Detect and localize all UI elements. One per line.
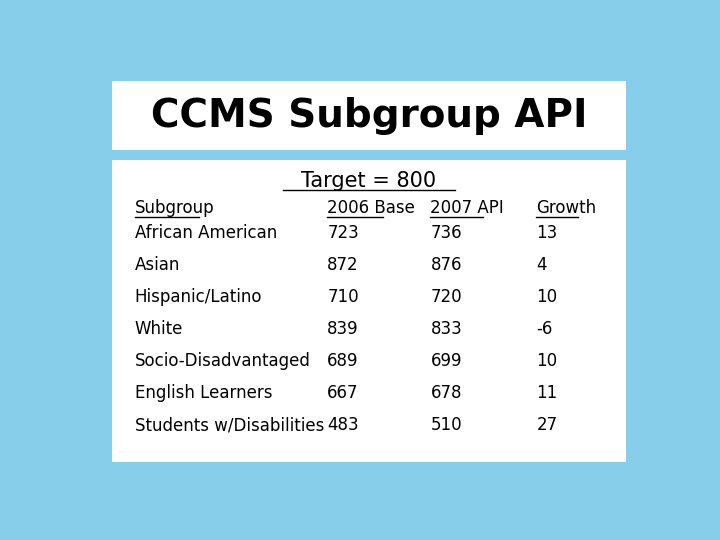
Text: -6: -6 [536,320,553,338]
FancyBboxPatch shape [112,82,626,150]
Text: Asian: Asian [135,256,180,274]
Text: 699: 699 [431,352,462,370]
Text: 839: 839 [327,320,359,338]
Text: English Learners: English Learners [135,384,272,402]
Text: 13: 13 [536,224,558,242]
Text: 483: 483 [327,416,359,434]
Text: 710: 710 [327,288,359,306]
Text: 720: 720 [431,288,462,306]
Text: 10: 10 [536,288,557,306]
Text: 872: 872 [327,256,359,274]
Text: 10: 10 [536,352,557,370]
Text: 510: 510 [431,416,462,434]
Text: 736: 736 [431,224,462,242]
Text: 4: 4 [536,256,547,274]
Text: White: White [135,320,183,338]
Text: Growth: Growth [536,199,597,217]
Text: Students w/Disabilities: Students w/Disabilities [135,416,324,434]
Text: 678: 678 [431,384,462,402]
Text: 723: 723 [327,224,359,242]
Text: Hispanic/Latino: Hispanic/Latino [135,288,262,306]
Text: CCMS Subgroup API: CCMS Subgroup API [150,97,588,135]
Text: 27: 27 [536,416,557,434]
Text: Target = 800: Target = 800 [302,171,436,191]
Text: Subgroup: Subgroup [135,199,215,217]
Text: 2007 API: 2007 API [431,199,504,217]
Text: Socio-Disadvantaged: Socio-Disadvantaged [135,352,310,370]
Text: 667: 667 [327,384,359,402]
Text: African American: African American [135,224,277,242]
FancyBboxPatch shape [112,160,626,462]
Text: 11: 11 [536,384,558,402]
Text: 2006 Base: 2006 Base [327,199,415,217]
Text: 833: 833 [431,320,462,338]
Text: 689: 689 [327,352,359,370]
Text: 876: 876 [431,256,462,274]
